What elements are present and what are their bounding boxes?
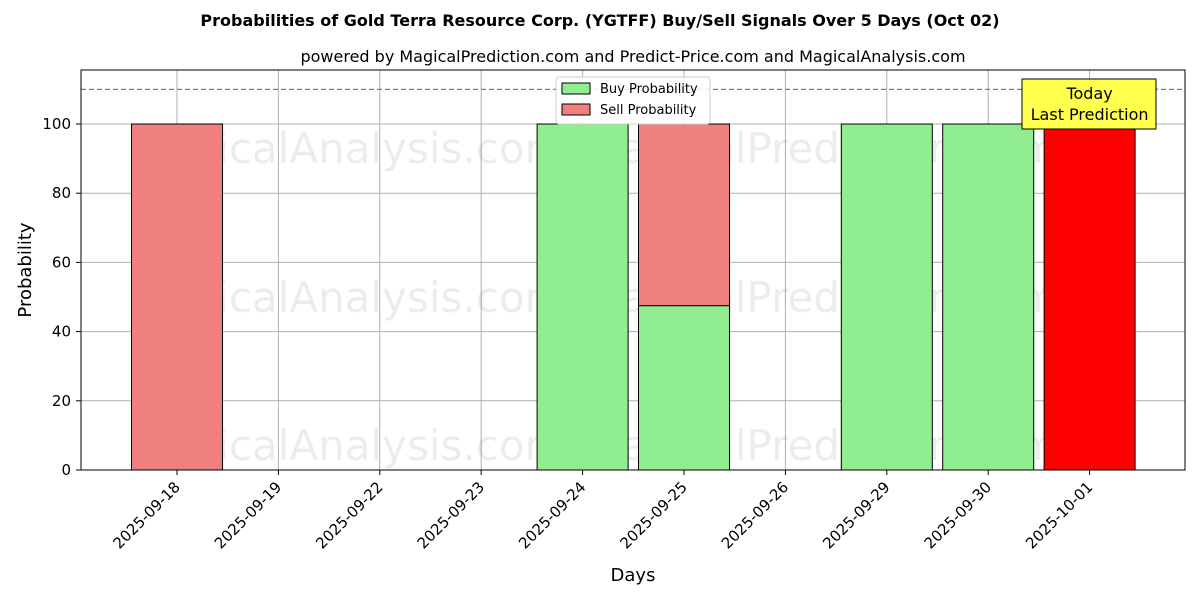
y-axis: 0 20 40 60 80 100 bbox=[42, 115, 81, 479]
sell-bar bbox=[131, 123, 223, 471]
y-tick-label: 100 bbox=[42, 115, 71, 133]
legend-label: Buy Probability bbox=[600, 82, 698, 97]
y-tick-label: 80 bbox=[52, 184, 71, 202]
y-tick-label: 20 bbox=[52, 392, 71, 410]
buy-bar bbox=[840, 123, 933, 471]
sell-bar bbox=[638, 123, 730, 307]
annotation: Today Last Prediction bbox=[1021, 78, 1157, 130]
y-tick-label: 60 bbox=[52, 253, 71, 271]
annotation-box bbox=[1021, 78, 1157, 130]
buy-bar bbox=[942, 123, 1035, 471]
x-axis: 2025-09-18 2025-09-19 2025-09-22 2025-09-23… bbox=[109, 470, 1096, 552]
legend: Buy Probability Sell Probability bbox=[555, 76, 711, 125]
legend-box bbox=[555, 76, 711, 125]
x-tick-label: 2025-09-22 bbox=[312, 478, 386, 552]
x-tick-label: 2025-09-18 bbox=[109, 478, 183, 552]
y-tick-label: 40 bbox=[52, 323, 71, 341]
x-tick-label: 2025-10-01 bbox=[1022, 478, 1096, 552]
plot-frame bbox=[80, 69, 1186, 471]
legend-swatch bbox=[561, 82, 591, 95]
x-tick-label: 2025-09-24 bbox=[515, 478, 589, 552]
x-axis-label: Days bbox=[611, 565, 656, 586]
x-tick-label: 2025-09-30 bbox=[921, 478, 995, 552]
x-tick-label: 2025-09-25 bbox=[616, 478, 690, 552]
x-tick-label: 2025-09-23 bbox=[414, 478, 488, 552]
bars-layer bbox=[131, 123, 1136, 471]
annotation-text: Last Prediction bbox=[1031, 105, 1149, 124]
buy-bar bbox=[638, 305, 730, 471]
x-tick-label: 2025-09-26 bbox=[718, 478, 792, 552]
buy-bar bbox=[536, 123, 629, 471]
annotation-text: Today bbox=[1065, 84, 1112, 103]
legend-label: Sell Probability bbox=[600, 103, 697, 118]
sell-bar bbox=[1043, 123, 1136, 471]
x-tick-label: 2025-09-29 bbox=[819, 478, 893, 552]
chart-title: Probabilities of Gold Terra Resource Cor… bbox=[200, 11, 999, 30]
chart-subtitle: powered by MagicalPrediction.com and Pre… bbox=[300, 47, 965, 66]
legend-swatch bbox=[561, 103, 591, 116]
y-axis-label: Probability bbox=[15, 222, 36, 317]
y-tick-label: 0 bbox=[61, 461, 71, 479]
x-tick-label: 2025-09-19 bbox=[211, 478, 285, 552]
